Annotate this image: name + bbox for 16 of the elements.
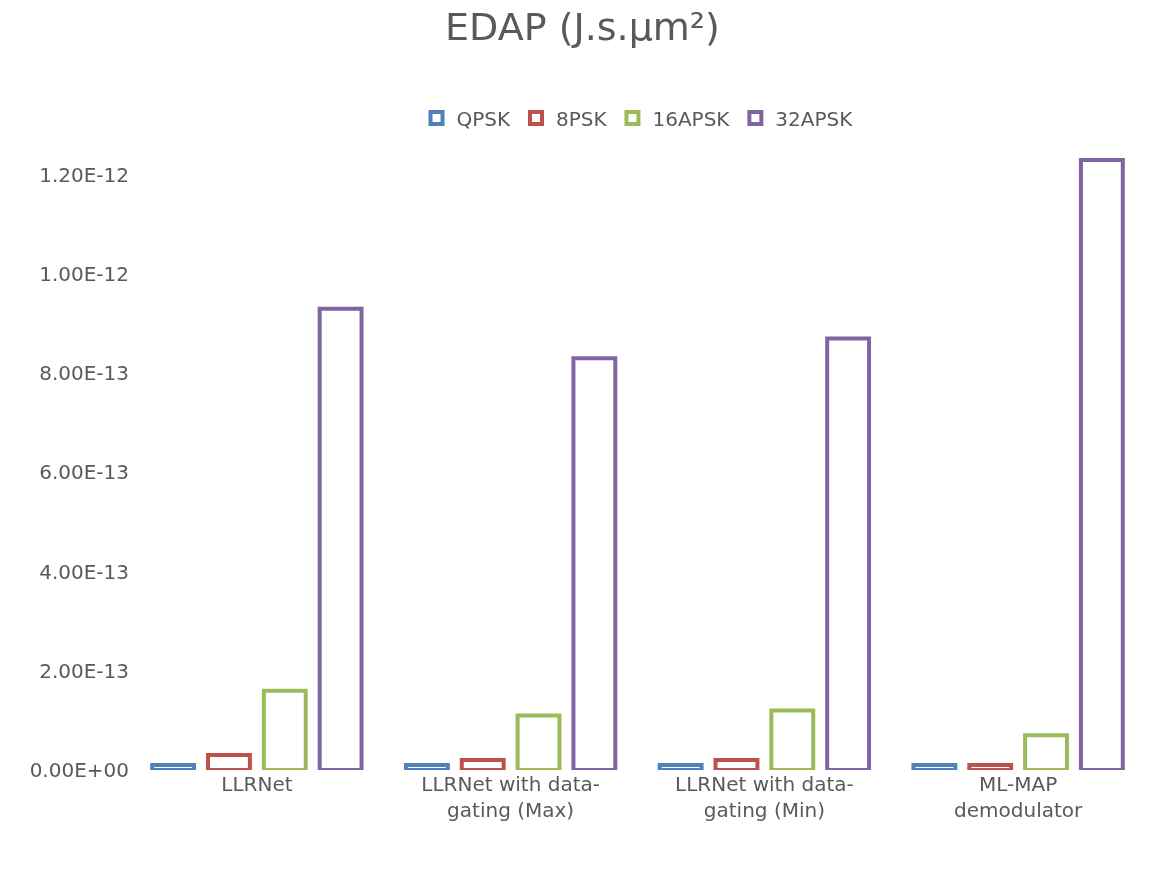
y-tick-label: 1.20E-12 — [39, 162, 129, 187]
y-tick-label: 6.00E-13 — [39, 460, 129, 485]
y-tick-label: 1.00E-12 — [39, 262, 129, 286]
x-tick-label: LLRNet with data-gating (Max) — [421, 772, 600, 822]
legend-label: QPSK — [456, 106, 511, 131]
x-tick-label: LLRNet — [221, 772, 293, 796]
y-tick-label: 4.00E-13 — [39, 559, 129, 584]
y-tick-label: 8.00E-13 — [39, 361, 129, 386]
legend-label: 16APSK — [652, 106, 731, 131]
y-tick-label: 2.00E-13 — [39, 658, 129, 683]
x-tick-label: LLRNet with data-gating (Min) — [675, 772, 854, 822]
y-tick-label: 0.00E+00 — [29, 758, 129, 782]
x-tick-label: ML-MAP demodulator — [954, 772, 1084, 822]
legend-label: 32APSK — [775, 106, 854, 131]
legend-label: 8PSK — [556, 106, 608, 131]
chart-title: EDAP (J.s.μm²) — [445, 4, 720, 49]
